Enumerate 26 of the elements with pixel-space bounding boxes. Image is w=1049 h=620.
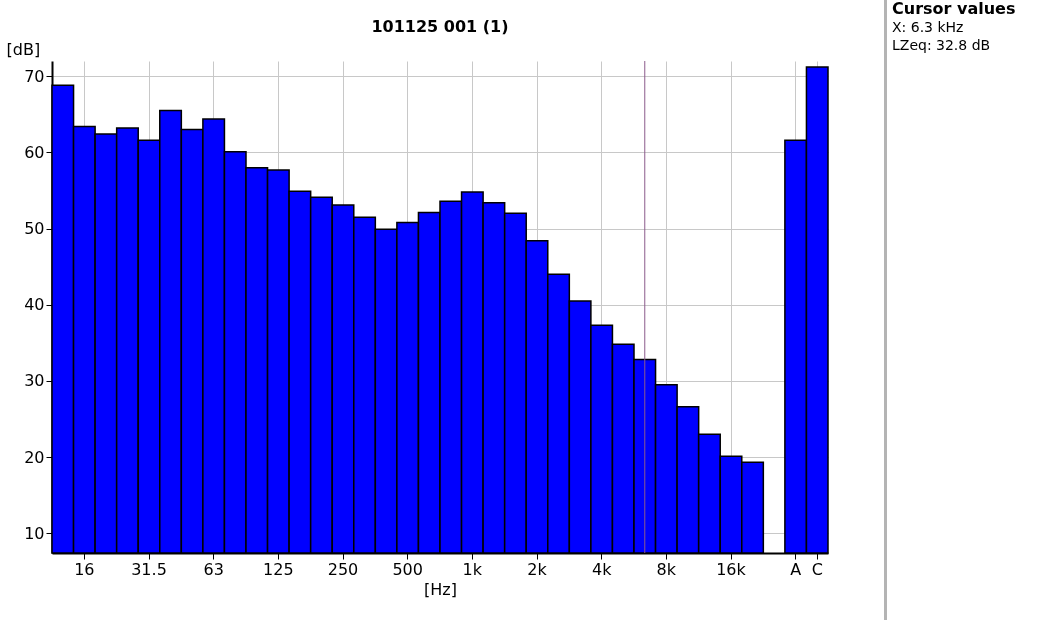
y-tick-label: 10 — [24, 523, 45, 543]
x-tick-label: C — [811, 559, 823, 579]
y-tick-label: 70 — [24, 66, 45, 86]
x-tick-label: 63 — [203, 559, 224, 579]
y-tick-label: 60 — [24, 142, 45, 162]
y-tick-label: 40 — [24, 295, 45, 315]
text: X: 6.3 kHz — [892, 18, 965, 36]
x-tick-label: 125 — [263, 559, 294, 579]
x-tick-label: 500 — [392, 559, 423, 579]
y-tick-label: 50 — [24, 219, 45, 239]
x-tick-label: 8k — [656, 559, 677, 579]
x-tick-label: 16k — [716, 559, 747, 579]
text: LZeq: 32.8 dB — [892, 36, 992, 54]
y-axis-title: [dB] — [6, 39, 41, 59]
x-tick-label: 31.5 — [131, 559, 167, 579]
x-axis-title: [Hz] — [424, 579, 457, 599]
chart-title: 101125 001 (1) — [371, 17, 509, 36]
x-tick-label: 16 — [74, 559, 95, 579]
x-tick-label: 4k — [591, 559, 613, 579]
x-tick-label: A — [790, 559, 802, 579]
y-tick-label: 20 — [24, 447, 45, 467]
x-tick-label: 250 — [327, 559, 359, 579]
y-tick-label: 30 — [24, 371, 45, 391]
text: Cursor values — [892, 0, 1016, 18]
x-tick-label: 2k — [527, 559, 548, 579]
x-tick-label: 1k — [462, 559, 483, 579]
